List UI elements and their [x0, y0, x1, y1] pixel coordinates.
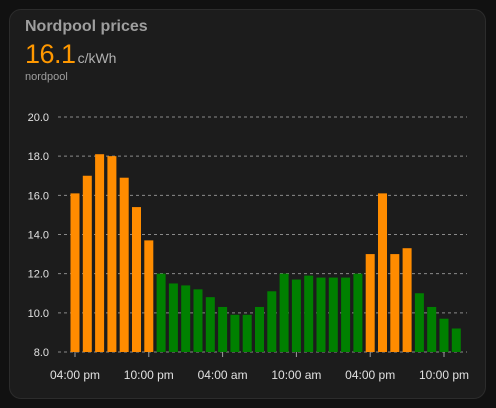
price-bar[interactable]: [341, 277, 351, 352]
x-tick-label: 10:00 am: [271, 368, 321, 382]
y-tick-label: 14.0: [28, 230, 49, 242]
price-bar[interactable]: [267, 291, 277, 352]
price-bar[interactable]: [119, 177, 129, 352]
y-tick-label: 18.0: [28, 151, 49, 163]
price-bar[interactable]: [156, 273, 166, 352]
current-price: 16.1 c/kWh: [25, 39, 116, 70]
x-tick-label: 04:00 am: [198, 368, 248, 382]
price-bar[interactable]: [181, 285, 191, 352]
y-tick-label: 16.0: [28, 190, 49, 202]
price-bar[interactable]: [427, 306, 437, 352]
current-price-value: 16.1: [25, 39, 76, 69]
price-bar[interactable]: [255, 306, 264, 352]
price-bar[interactable]: [168, 283, 178, 352]
price-bar[interactable]: [304, 275, 314, 352]
card-title: Nordpool prices: [25, 18, 148, 35]
nordpool-price-card[interactable]: Nordpool prices 16.1 c/kWh nordpool 20.0 1…: [9, 9, 486, 399]
price-bar-chart: 20.0 18.0 16.0 14.0 12.0 10.0 8.0 04:00 pm 10:0…: [28, 112, 469, 382]
y-tick-label: 12.0: [28, 269, 49, 281]
x-tick-label: 04:00 pm: [345, 368, 395, 382]
price-bar[interactable]: [378, 193, 387, 352]
price-bar[interactable]: [242, 314, 252, 352]
x-tick-label: 10:00 pm: [124, 368, 174, 382]
price-bar[interactable]: [414, 293, 424, 352]
price-bar[interactable]: [95, 154, 105, 352]
price-bar[interactable]: [353, 273, 363, 352]
price-bar[interactable]: [439, 318, 449, 352]
price-bar[interactable]: [316, 277, 326, 352]
entity-name: nordpool: [25, 71, 68, 83]
price-bar[interactable]: [70, 193, 80, 352]
price-bar[interactable]: [230, 314, 240, 352]
price-bar[interactable]: [365, 254, 375, 352]
x-axis: 04:00 pm 10:00 pm 04:00 am 10:00 am 04:00 pm…: [50, 352, 469, 382]
price-bar[interactable]: [132, 207, 141, 352]
price-bar[interactable]: [390, 254, 400, 352]
price-bar[interactable]: [328, 277, 338, 352]
price-bar[interactable]: [402, 248, 412, 352]
price-bar[interactable]: [144, 240, 154, 352]
price-bar[interactable]: [193, 289, 203, 352]
y-tick-label: 10.0: [28, 308, 49, 320]
price-bar[interactable]: [205, 297, 215, 352]
chart-bars: [70, 154, 461, 353]
y-tick-label: 8.0: [34, 347, 49, 359]
price-bar[interactable]: [107, 156, 117, 352]
price-bar[interactable]: [291, 279, 301, 352]
price-bar[interactable]: [218, 306, 228, 352]
price-bar[interactable]: [82, 175, 92, 352]
x-tick-label: 04:00 pm: [50, 368, 100, 382]
price-bar[interactable]: [451, 328, 461, 353]
price-bar[interactable]: [279, 273, 289, 352]
x-tick-label: 10:00 pm: [419, 368, 469, 382]
y-axis: 20.0 18.0 16.0 14.0 12.0 10.0 8.0: [28, 112, 49, 359]
y-tick-label: 20.0: [28, 112, 49, 124]
current-price-unit: c/kWh: [77, 50, 117, 66]
